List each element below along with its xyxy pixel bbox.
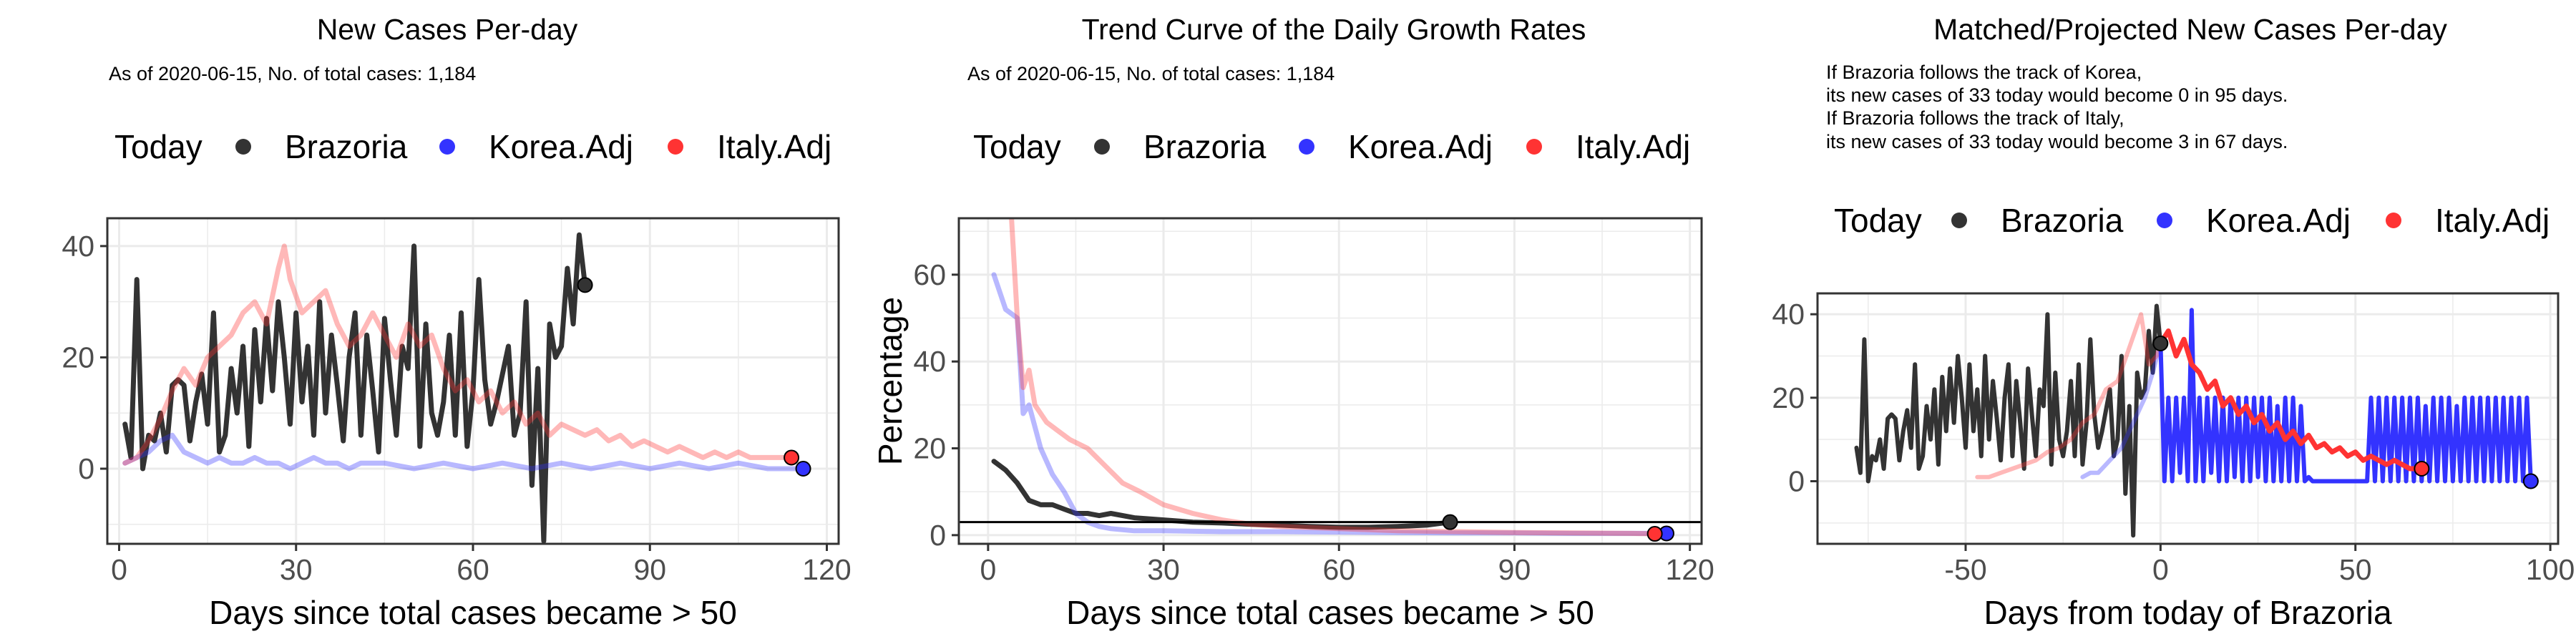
legend-marker-korea-adj bbox=[1299, 139, 1314, 155]
x-tick-label: 60 bbox=[1322, 553, 1355, 586]
today-point-italy-adj bbox=[1646, 526, 1663, 542]
today-point-brazoria bbox=[2152, 336, 2169, 351]
x-tick-label: 120 bbox=[802, 553, 851, 586]
chart-subtitle-line: As of 2020-06-15, No. of total cases: 1,… bbox=[967, 63, 1335, 84]
x-tick-label: 30 bbox=[280, 553, 313, 586]
legend-marker-korea-adj bbox=[439, 139, 455, 155]
x-tick-label: -50 bbox=[1944, 553, 1986, 586]
legend-label-brazoria: Brazoria bbox=[285, 128, 408, 165]
chart-subtitle-line: As of 2020-06-15, No. of total cases: 1,… bbox=[109, 63, 476, 84]
series-group bbox=[1854, 303, 2533, 538]
y-axis-label: Percentage bbox=[872, 297, 909, 465]
series-line-brazoria bbox=[122, 232, 588, 544]
x-tick-label: 0 bbox=[2152, 553, 2169, 586]
today-point-korea-adj bbox=[2522, 473, 2539, 489]
chart-title: Matched/Projected New Cases Per-day bbox=[1933, 13, 2447, 46]
legend-label-italy-adj: Italy.Adj bbox=[2435, 202, 2550, 239]
series-line-brazoria bbox=[1854, 303, 2163, 538]
x-tick-label: 60 bbox=[457, 553, 489, 586]
legend-marker-italy-adj bbox=[2386, 213, 2401, 228]
y-tick-label: 0 bbox=[930, 519, 946, 552]
series-line-italy-adj bbox=[1009, 218, 1658, 537]
today-point-korea-adj bbox=[795, 461, 811, 477]
y-tick-label: 0 bbox=[78, 452, 94, 485]
today-point-italy-adj bbox=[784, 449, 800, 466]
legend-marker-italy-adj bbox=[668, 139, 683, 155]
legend-marker-brazoria bbox=[235, 139, 251, 155]
series-group bbox=[991, 218, 1669, 537]
y-tick-label: 40 bbox=[62, 230, 94, 263]
legend-marker-brazoria bbox=[1094, 139, 1110, 155]
series-group bbox=[122, 232, 806, 544]
grid bbox=[107, 218, 839, 544]
plot-background bbox=[959, 218, 1702, 544]
axis-ticks: 0 30 60 90 120 0 20 40 60 bbox=[913, 258, 1714, 586]
x-tick-label: 90 bbox=[633, 553, 666, 586]
chart-panel-3: Matched/Projected New Cases Per-day If Br… bbox=[1772, 13, 2575, 631]
chart-subtitle-line: its new cases of 33 today would become 0… bbox=[1826, 84, 2288, 106]
x-tick-label: 90 bbox=[1498, 553, 1531, 586]
legend-title: Today bbox=[1834, 202, 1922, 239]
series-line-italy-adj bbox=[122, 243, 794, 466]
legend-label-korea-adj: Korea.Adj bbox=[2206, 202, 2351, 239]
legend-title: Today bbox=[973, 128, 1061, 165]
today-point-brazoria bbox=[1442, 514, 1458, 530]
x-tick-label: 100 bbox=[2526, 553, 2575, 586]
chart-panel-2: Trend Curve of the Daily Growth Rates As … bbox=[872, 13, 1714, 631]
y-tick-label: 40 bbox=[913, 345, 946, 378]
legend-marker-brazoria bbox=[1951, 213, 1967, 228]
chart-title: Trend Curve of the Daily Growth Rates bbox=[1082, 13, 1586, 46]
legend-marker-italy-adj bbox=[1526, 139, 1542, 155]
x-axis-label: Days since total cases became > 50 bbox=[209, 594, 737, 631]
grid bbox=[959, 218, 1702, 544]
legend-label-italy-adj: Italy.Adj bbox=[1576, 128, 1690, 165]
series-line-italy-adj bbox=[1975, 312, 2163, 479]
legend-title: Today bbox=[114, 128, 203, 165]
legend-label-italy-adj: Italy.Adj bbox=[717, 128, 831, 165]
chart-title: New Cases Per-day bbox=[317, 13, 578, 46]
series-line-korea-adj bbox=[991, 272, 1669, 536]
x-tick-label: 120 bbox=[1665, 553, 1714, 586]
legend-label-korea-adj: Korea.Adj bbox=[1348, 128, 1493, 165]
legend: Today Brazoria Korea.Adj Italy.Adj bbox=[973, 128, 1690, 165]
legend-marker-korea-adj bbox=[2157, 213, 2172, 228]
axis-ticks: -50 0 50 100 0 20 40 bbox=[1772, 298, 2575, 586]
legend-label-brazoria: Brazoria bbox=[2001, 202, 2124, 239]
legend: Today Brazoria Korea.Adj Italy.Adj bbox=[114, 128, 831, 165]
today-point-brazoria bbox=[577, 277, 593, 293]
legend: Today Brazoria Korea.Adj Italy.Adj bbox=[1834, 202, 2550, 239]
y-tick-label: 0 bbox=[1788, 465, 1805, 498]
plot-border bbox=[957, 217, 1703, 545]
x-tick-label: 0 bbox=[111, 553, 127, 586]
chart-subtitle-line: If Brazoria follows the track of Italy, bbox=[1826, 107, 2124, 129]
axis-ticks: 0 30 60 90 120 0 20 40 bbox=[62, 230, 851, 586]
x-axis-label: Days from today of Brazoria bbox=[1984, 594, 2392, 631]
x-tick-label: 0 bbox=[980, 553, 996, 586]
today-point-italy-adj bbox=[2414, 461, 2430, 477]
chart-subtitle-line: its new cases of 33 today would become 3… bbox=[1826, 131, 2288, 152]
y-tick-label: 40 bbox=[1772, 298, 1805, 331]
series-line-korea-adj bbox=[2080, 341, 2163, 479]
y-tick-label: 20 bbox=[1772, 381, 1805, 414]
series-line-korea-adj bbox=[122, 432, 806, 472]
x-axis-label: Days since total cases became > 50 bbox=[1066, 594, 1594, 631]
plot-border bbox=[1816, 292, 2560, 545]
chart-panel-1: New Cases Per-day As of 2020-06-15, No. o… bbox=[62, 13, 851, 631]
y-tick-label: 60 bbox=[913, 258, 946, 291]
legend-label-korea-adj: Korea.Adj bbox=[489, 128, 633, 165]
x-tick-label: 50 bbox=[2339, 553, 2372, 586]
series-line-italy-adj-projected bbox=[2157, 328, 2424, 472]
series-line-brazoria bbox=[991, 459, 1453, 530]
series-line-korea-adj-projected bbox=[2158, 308, 2533, 484]
chart-subtitle-line: If Brazoria follows the track of Korea, bbox=[1826, 62, 2142, 83]
y-tick-label: 20 bbox=[62, 341, 94, 374]
y-tick-label: 20 bbox=[913, 432, 946, 465]
legend-label-brazoria: Brazoria bbox=[1143, 128, 1267, 165]
x-tick-label: 30 bbox=[1147, 553, 1180, 586]
